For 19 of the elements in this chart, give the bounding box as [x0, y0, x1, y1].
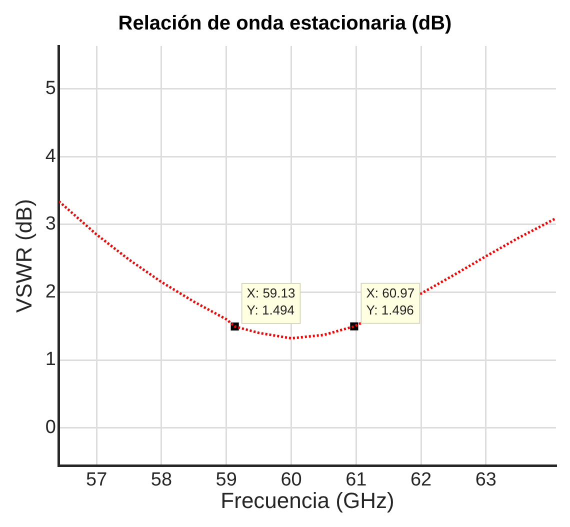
y-tick-label: 4: [45, 146, 56, 167]
chart-title: Relación de onda estacionaria (dB): [118, 12, 452, 35]
data-label: X: 60.97 Y: 1.496: [366, 285, 415, 318]
y-tick-label: 5: [45, 78, 56, 99]
x-tick-label: 58: [150, 469, 172, 490]
x-tick-label: 62: [410, 469, 432, 490]
y-tick-label: 1: [45, 349, 56, 370]
x-tick-label: 61: [346, 469, 367, 490]
x-axis-title: Frecuencia (GHz): [220, 488, 394, 513]
x-tick-label: 60: [280, 469, 302, 490]
y-tick-label: 2: [45, 281, 56, 302]
x-tick-label: 57: [86, 469, 108, 490]
y-axis-title: VSWR (dB): [11, 199, 36, 313]
x-tick-label: 59: [216, 469, 237, 490]
line-series: [58, 200, 556, 340]
data-label: X: 59.13 Y: 1.494: [246, 286, 296, 318]
y-tick-label: 0: [45, 417, 56, 438]
y-tick-label: 3: [45, 214, 56, 235]
x-tick-label: 63: [475, 469, 496, 490]
